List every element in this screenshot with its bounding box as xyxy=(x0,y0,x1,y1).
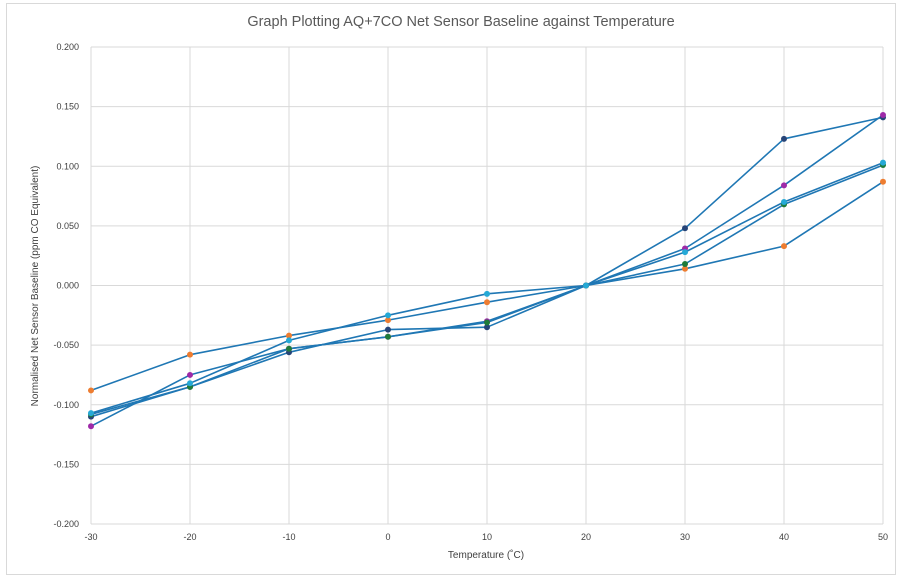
series-points xyxy=(88,111,886,430)
x-tick-label: -20 xyxy=(183,532,196,542)
data-point-series-4 xyxy=(385,333,391,340)
data-point-series-2 xyxy=(484,324,490,331)
data-point-series-5 xyxy=(682,249,688,256)
x-axis-label: Temperature (˚C) xyxy=(448,549,524,561)
data-point-series-1 xyxy=(682,265,688,272)
x-tick-label: 30 xyxy=(680,532,690,542)
y-tick-label: 0.000 xyxy=(56,281,79,291)
data-point-series-2 xyxy=(781,135,787,142)
data-point-series-1 xyxy=(781,243,787,250)
data-point-series-3 xyxy=(88,423,94,430)
x-tick-label: 40 xyxy=(779,532,789,542)
data-point-series-5 xyxy=(583,282,589,289)
y-tick-label: 0.200 xyxy=(56,42,79,52)
data-point-series-4 xyxy=(484,319,490,326)
x-tick-label: 0 xyxy=(385,532,390,542)
data-point-series-4 xyxy=(682,261,688,268)
data-point-series-5 xyxy=(187,380,193,387)
data-point-series-2 xyxy=(682,225,688,232)
x-tick-label: 50 xyxy=(878,532,888,542)
y-tick-label: -0.100 xyxy=(53,400,79,410)
data-point-series-5 xyxy=(781,199,787,206)
data-point-series-1 xyxy=(484,299,490,306)
y-tick-label: 0.050 xyxy=(56,221,79,231)
x-tick-label: -30 xyxy=(84,532,97,542)
y-tick-label: -0.050 xyxy=(53,340,79,350)
y-tick-labels: 0.200 0.150 0.100 0.050 0.000 -0.050 -0.100 -0.… xyxy=(53,42,79,529)
data-point-series-3 xyxy=(880,111,886,118)
y-axis-label: Normalised Net Sensor Baseline (ppm CO E… xyxy=(30,166,41,407)
data-point-series-1 xyxy=(385,317,391,324)
x-tick-label: 20 xyxy=(581,532,591,542)
grid xyxy=(90,46,884,525)
y-tick-label: -0.200 xyxy=(53,519,79,529)
y-tick-label: 0.100 xyxy=(56,161,79,171)
chart-frame xyxy=(6,3,896,575)
x-tick-label: -10 xyxy=(282,532,295,542)
data-point-series-5 xyxy=(286,337,292,344)
data-point-series-5 xyxy=(385,312,391,319)
data-point-series-4 xyxy=(286,345,292,352)
x-tick-label: 10 xyxy=(482,532,492,542)
y-tick-label: -0.150 xyxy=(53,459,79,469)
data-point-series-3 xyxy=(781,182,787,189)
data-point-series-2 xyxy=(385,326,391,333)
data-point-series-5 xyxy=(880,159,886,166)
data-point-series-3 xyxy=(187,371,193,378)
data-point-series-5 xyxy=(484,290,490,297)
data-point-series-1 xyxy=(187,351,193,358)
x-tick-labels: -30 -20 -10 0 10 20 30 40 50 xyxy=(84,532,888,542)
data-point-series-1 xyxy=(880,178,886,185)
data-point-series-1 xyxy=(88,387,94,394)
chart-title: Graph Plotting AQ+7CO Net Sensor Baselin… xyxy=(247,14,674,30)
y-tick-label: 0.150 xyxy=(56,102,79,112)
data-point-series-1 xyxy=(286,332,292,339)
data-point-series-5 xyxy=(88,410,94,417)
